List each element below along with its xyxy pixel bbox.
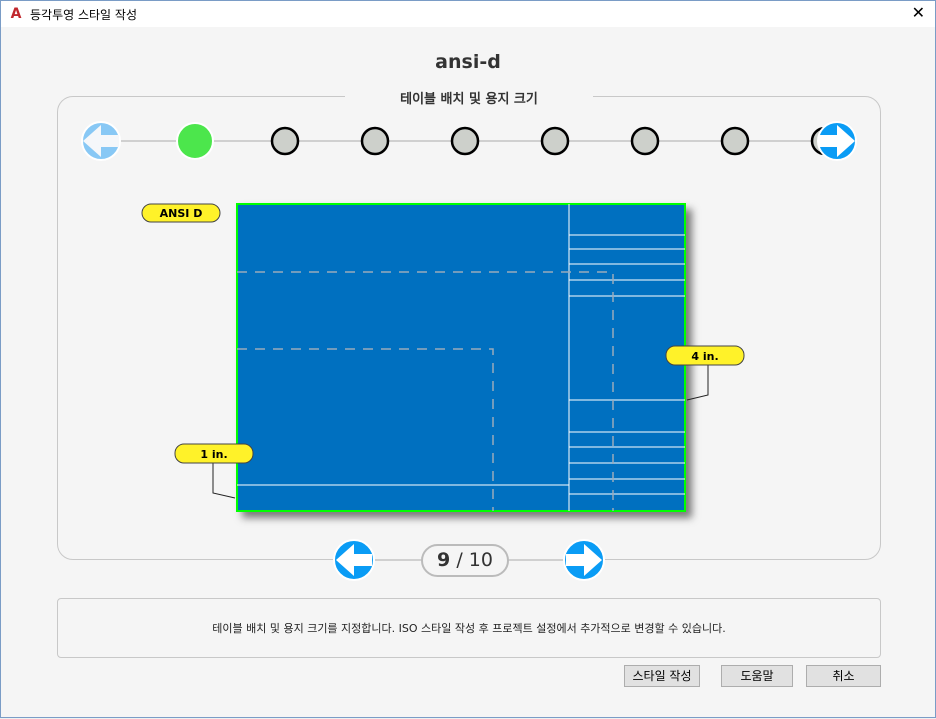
help-button[interactable]: 도움말 [721,665,793,687]
prev-page-button[interactable] [333,539,375,581]
title-bar: A 등각투영 스타일 작성 ✕ [1,1,935,27]
window-title: 등각투영 스타일 작성 [30,7,137,22]
step-indicator-5[interactable] [540,126,570,156]
close-icon[interactable]: ✕ [911,3,925,22]
step-indicator-7[interactable] [720,126,750,156]
create-style-button[interactable]: 스타일 작성 [624,665,700,687]
step-indicator-3[interactable] [360,126,390,156]
autocad-icon: A [10,6,22,22]
cancel-button[interactable]: 취소 [806,665,881,687]
paper-sheet [236,203,686,512]
total-pages: / 10 [456,549,493,571]
left-dimension-label: 1 in. [200,448,227,461]
next-page-button[interactable] [563,539,605,581]
step-indicator-6[interactable] [630,126,660,156]
current-page: 9 [437,549,451,571]
step-indicator-1[interactable] [176,122,214,160]
right-dimension-label: 4 in. [691,350,718,363]
style-name: ansi-d [435,51,501,73]
step-indicator-2[interactable] [270,126,300,156]
next-step-button[interactable] [817,121,857,161]
description-box: 테이블 배치 및 용지 크기를 지정합니다. ISO 스타일 작성 후 프로젝트… [57,598,881,658]
section-title: 테이블 배치 및 용지 크기 [345,88,593,107]
page-indicator: 9 / 10 [421,544,509,577]
paper-size-label: ANSI D [160,207,203,220]
prev-step-button[interactable] [81,121,121,161]
step-indicator-4[interactable] [450,126,480,156]
